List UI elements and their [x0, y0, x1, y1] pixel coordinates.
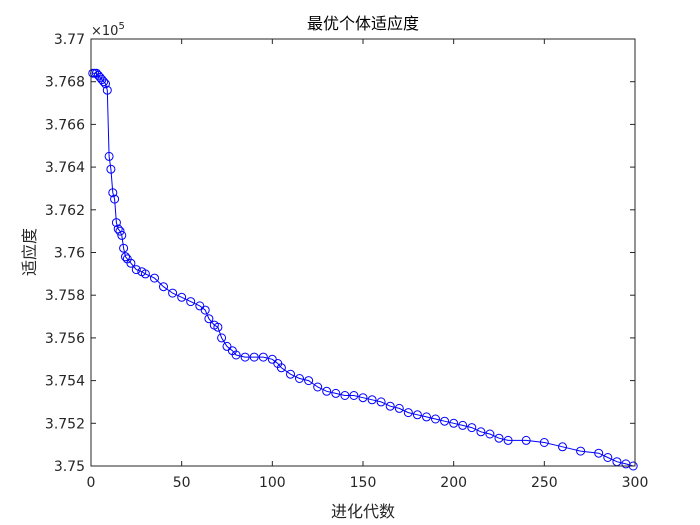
data-point-marker — [110, 194, 120, 204]
series-layer — [88, 68, 638, 471]
data-point-marker — [494, 433, 504, 443]
data-point-marker — [322, 386, 332, 396]
data-point-marker — [403, 408, 413, 418]
x-tick-label: 50 — [173, 475, 191, 491]
data-point-marker — [119, 243, 129, 253]
data-point-marker — [222, 341, 232, 351]
y-tick-label: 3.762 — [45, 203, 85, 219]
data-point-marker — [231, 350, 241, 360]
data-point-marker — [213, 322, 223, 332]
data-point-marker — [449, 418, 459, 428]
data-point-marker — [412, 410, 422, 420]
y-multiplier-base: ×10 — [91, 24, 118, 39]
data-point-marker — [150, 273, 159, 283]
y-tick-label: 3.764 — [45, 160, 85, 176]
data-point-marker — [431, 414, 440, 424]
data-point-marker — [422, 412, 431, 422]
data-point-marker — [99, 77, 109, 87]
data-point-marker — [476, 427, 486, 437]
data-point-marker — [108, 188, 118, 198]
y-tick-label: 3.768 — [45, 75, 85, 91]
data-point-marker — [249, 352, 259, 362]
y-tick-label: 3.76 — [54, 246, 85, 262]
x-tick-label: 100 — [259, 475, 286, 491]
data-point-marker — [240, 352, 250, 362]
ticks-layer: 0 50 100 150 200 250 300 3.75 3.752 3.754 3.756 3.7… — [45, 32, 648, 491]
data-point-marker — [358, 393, 368, 403]
data-point-marker — [594, 448, 604, 458]
y-tick-label: 3.756 — [45, 331, 85, 347]
data-point-marker — [121, 252, 130, 262]
data-point-marker — [126, 258, 136, 268]
data-point-marker — [159, 282, 168, 292]
x-tick-label: 250 — [531, 475, 558, 491]
x-axis-title: 进化代数 — [331, 502, 395, 521]
data-point-marker — [603, 453, 613, 462]
data-point-marker — [394, 403, 404, 413]
data-point-marker — [177, 292, 187, 302]
data-point-marker — [367, 395, 377, 405]
x-tick-label: 300 — [622, 475, 649, 491]
data-point-marker — [467, 423, 477, 433]
plot-area — [91, 39, 635, 466]
data-point-marker — [204, 314, 214, 324]
y-tick-label: 3.77 — [54, 32, 85, 48]
data-point-marker — [313, 382, 323, 392]
data-point-marker — [558, 442, 567, 452]
y-tick-label: 3.754 — [45, 374, 85, 390]
data-point-marker — [576, 446, 586, 456]
data-point-marker — [385, 401, 395, 411]
data-point-marker — [349, 391, 359, 400]
data-point-marker — [131, 265, 141, 275]
data-point-marker — [376, 397, 386, 407]
x-tick-label: 150 — [350, 475, 377, 491]
y-tick-label: 3.758 — [45, 288, 85, 304]
y-multiplier-exponent: 5 — [118, 21, 124, 32]
data-point-marker — [111, 218, 121, 228]
chart-title: 最优个体适应度 — [307, 14, 419, 33]
data-point-marker — [340, 391, 350, 400]
x-tick-label: 200 — [440, 475, 467, 491]
data-point-marker — [485, 429, 495, 439]
data-point-marker — [503, 435, 513, 445]
y-multiplier-label: ×105 — [91, 21, 125, 39]
x-tick-label: 0 — [87, 475, 96, 491]
data-point-marker — [104, 151, 114, 161]
data-point-marker — [102, 85, 112, 95]
data-point-marker — [331, 388, 341, 398]
data-point-marker — [539, 438, 549, 447]
data-point-marker — [440, 416, 450, 426]
data-point-marker — [295, 374, 304, 383]
data-point-marker — [258, 352, 268, 362]
y-tick-label: 3.75 — [54, 459, 85, 475]
data-point-marker — [101, 79, 110, 89]
data-point-marker — [140, 269, 150, 279]
data-point-marker — [117, 230, 127, 240]
y-tick-label: 3.766 — [45, 117, 85, 133]
data-point-marker — [286, 369, 295, 379]
data-point-marker — [186, 297, 196, 307]
data-point-marker — [115, 226, 125, 236]
data-point-marker — [276, 363, 286, 373]
data-point-marker — [200, 305, 210, 315]
y-tick-label: 3.752 — [45, 416, 85, 432]
data-point-marker — [168, 288, 178, 298]
data-point-marker — [217, 333, 227, 343]
data-point-marker — [521, 435, 531, 445]
data-point-marker — [106, 164, 116, 174]
data-point-marker — [458, 420, 468, 430]
data-point-marker — [304, 376, 314, 386]
y-axis-title: 适应度 — [20, 228, 39, 276]
